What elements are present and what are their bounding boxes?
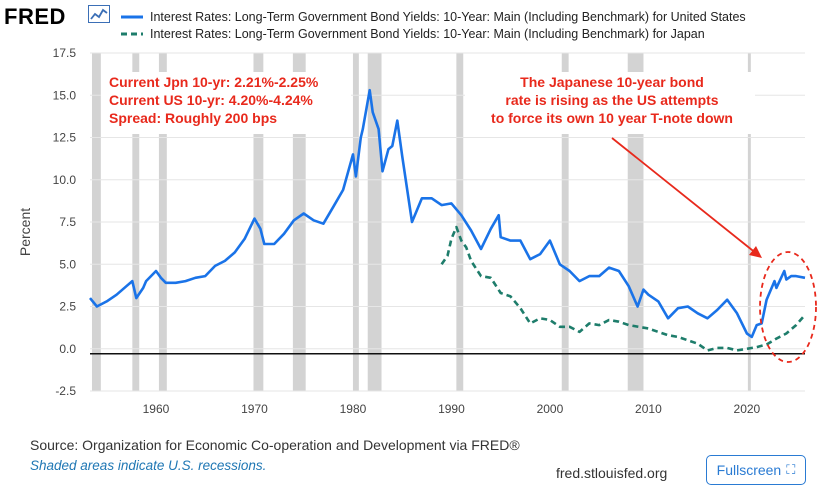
fullscreen-button[interactable]: Fullscreen ⛶ [706,455,806,485]
x-axis-ticks: 1960 1970 1980 1990 2000 2010 2020 [143,402,761,416]
y-tick-label: 2.5 [59,300,76,314]
legend-swatch-us [121,15,143,18]
annotation-line: Spread: Roughly 200 bps [109,110,277,126]
y-tick-label: 15.0 [53,88,77,102]
y-tick-label: 17.5 [53,46,77,60]
legend-swatch-japan [121,32,143,35]
legend-entry-japan: Interest Rates: Long-Term Government Bon… [120,25,746,42]
y-tick-label: 5.0 [59,257,76,271]
series-line-united-states [88,88,806,339]
y-tick-label: 12.5 [53,131,77,145]
annotations: Current Jpn 10-yr: 2.21%-2.25% Current US… [101,72,817,363]
annotation-line: rate is rising as the US attempts [505,92,718,108]
annotation-box-spread [101,72,351,134]
chart-legend: Interest Rates: Long-Term Government Bon… [120,8,746,42]
x-tick-label: 1980 [340,402,367,416]
chart-area: -2.5 0.0 2.5 5.0 7.5 10.0 12.5 15.0 17.5 1960 197… [0,42,824,432]
series-lines [88,88,806,352]
x-tick-label: 1990 [438,402,465,416]
x-tick-label: 1970 [241,402,268,416]
annotation-arrow [611,137,758,255]
legend-entry-us: Interest Rates: Long-Term Government Bon… [120,8,746,25]
recession-note: Shaded areas indicate U.S. recessions. [30,458,267,473]
y-tick-label: 10.0 [53,173,77,187]
annotation-line: to force its own 10 year T-note down [491,110,733,126]
expand-icon: ⛶ [786,462,796,477]
x-tick-label: 2020 [734,402,761,416]
site-url[interactable]: fred.stlouisfed.org [556,465,668,481]
chart-svg: -2.5 0.0 2.5 5.0 7.5 10.0 12.5 15.0 17.5 1960 197… [17,46,817,416]
y-tick-label: 0.0 [59,342,76,356]
highlight-ellipse [759,251,817,363]
annotation-arrowhead [749,246,762,258]
series-line-japan [440,225,806,352]
x-tick-label: 2000 [537,402,564,416]
y-tick-label: -2.5 [55,384,76,398]
legend-label-us: Interest Rates: Long-Term Government Bon… [150,9,746,24]
annotation-line: Current US 10-yr: 4.20%-4.24% [109,92,313,108]
source-note: Source: Organization for Economic Co-ope… [30,437,520,453]
y-tick-label: 7.5 [59,215,76,229]
fullscreen-label: Fullscreen [716,462,782,478]
annotation-line: Current Jpn 10-yr: 2.21%-2.25% [109,74,319,90]
annotation-line: The Japanese 10-year bond [520,74,704,90]
annotation-box-japan [465,72,755,134]
y-axis-ticks: -2.5 0.0 2.5 5.0 7.5 10.0 12.5 15.0 17.5 [53,46,77,398]
fred-logo: FRED [4,4,66,29]
legend-label-japan: Interest Rates: Long-Term Government Bon… [150,26,705,41]
chart-trend-icon [88,5,110,23]
x-tick-label: 1960 [143,402,170,416]
y-axis-label: Percent [17,208,33,256]
x-tick-label: 2010 [635,402,662,416]
